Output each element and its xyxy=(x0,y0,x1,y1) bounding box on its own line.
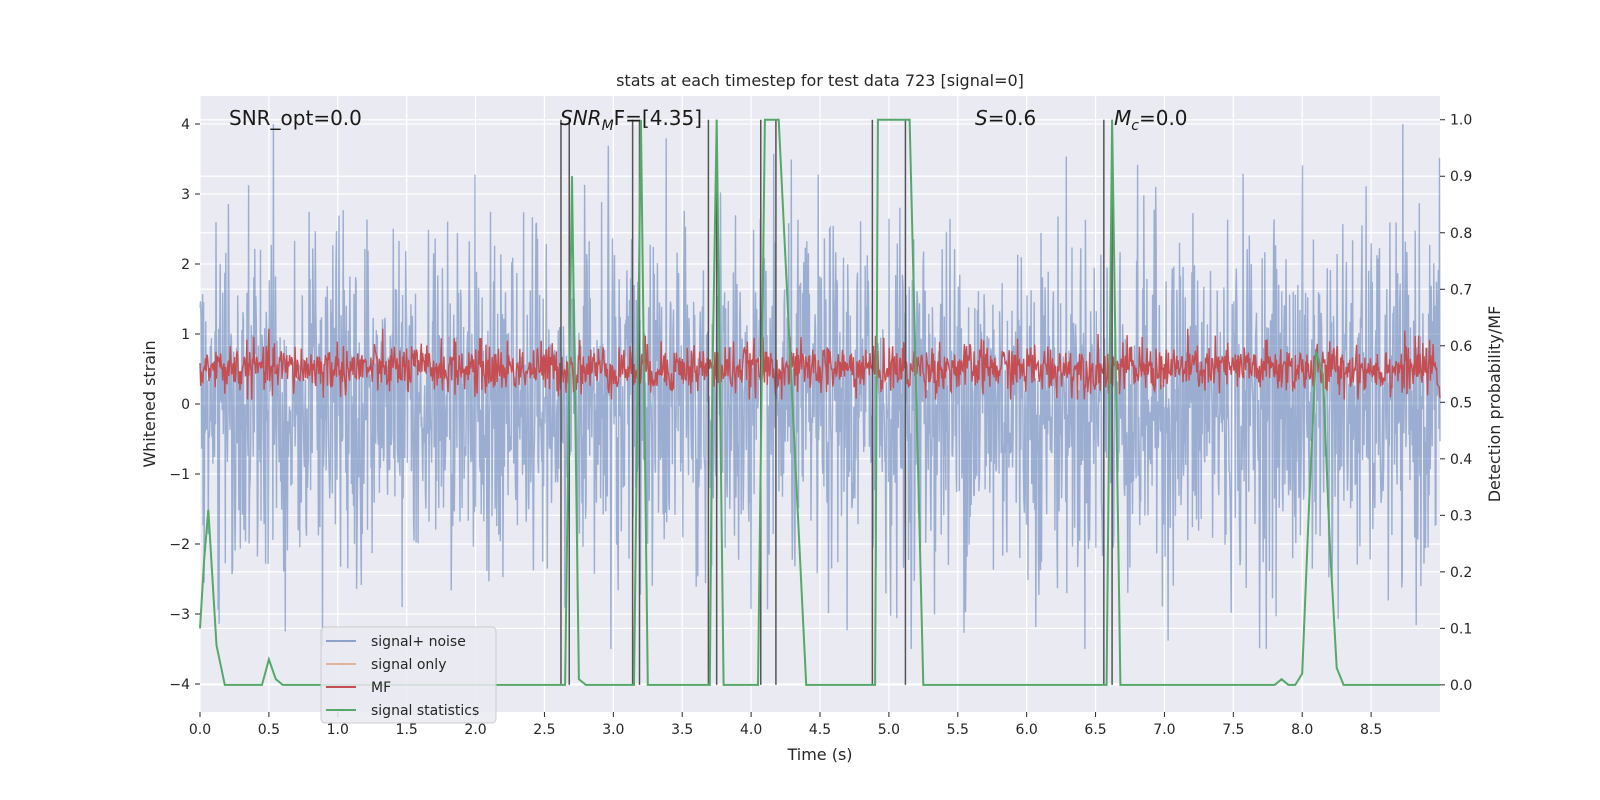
legend-label: signal statistics xyxy=(371,703,479,719)
legend-label: signal only xyxy=(371,657,446,673)
mf-layer xyxy=(199,328,1441,400)
x-tick-label: 0.0 xyxy=(189,722,211,738)
y2-tick-label: 0.6 xyxy=(1450,339,1472,355)
annotation-symbol: S xyxy=(975,106,988,130)
x-tick-label: 4.0 xyxy=(740,722,762,738)
y-tick-label: −1 xyxy=(169,467,190,483)
legend: signal+ noise signal only MF signal statist… xyxy=(320,626,497,724)
y2-tick-label: 0.4 xyxy=(1450,452,1472,468)
ticks-layer: 0.0 0.5 1.0 1.5 2.0 2.5 3.0 3.5 4.0 4.5 5.0 5.5 6.0 6… xyxy=(169,113,1472,738)
y-tick-label: −4 xyxy=(169,677,190,693)
y2-tick-label: 0.1 xyxy=(1450,621,1472,637)
y2-tick-label: 1.0 xyxy=(1450,113,1472,129)
x-tick-label: 1.5 xyxy=(396,722,418,738)
y-tick-label: −2 xyxy=(169,537,190,553)
x-tick-label: 3.5 xyxy=(671,722,693,738)
y2-tick-label: 0.7 xyxy=(1450,282,1472,298)
y2-tick-label: 0.0 xyxy=(1450,678,1472,694)
x-tick-label: 6.0 xyxy=(1016,722,1038,738)
y2-axis-label: Detection probability/MF xyxy=(1485,306,1504,503)
x-tick-label: 4.5 xyxy=(809,722,831,738)
chart-title: stats at each timestep for test data 723… xyxy=(616,71,1024,90)
x-tick-label: 7.5 xyxy=(1222,722,1244,738)
y-tick-label: −3 xyxy=(169,607,190,623)
y2-tick-label: 0.2 xyxy=(1450,565,1472,581)
annotation-symbol: SNR xyxy=(560,106,602,130)
x-tick-label: 2.5 xyxy=(533,722,555,738)
y-tick-label: 0 xyxy=(181,397,190,413)
x-tick-label: 3.0 xyxy=(602,722,624,738)
legend-box xyxy=(320,626,497,724)
x-tick-label: 8.0 xyxy=(1291,722,1313,738)
y2-tick-label: 0.5 xyxy=(1450,395,1472,411)
y2-tick-label: 0.9 xyxy=(1450,169,1472,185)
x-tick-label: 5.0 xyxy=(878,722,900,738)
y2-tick-label: 0.3 xyxy=(1450,508,1472,524)
annotation-value: F=[4.35] xyxy=(614,106,702,130)
x-tick-label: 6.5 xyxy=(1084,722,1106,738)
x-tick-label: 5.5 xyxy=(947,722,969,738)
y-tick-label: 4 xyxy=(181,117,190,133)
series-signal-statistics-line xyxy=(199,118,1440,686)
annotation-1: SNR_opt=0.0 xyxy=(229,106,362,130)
x-tick-label: 2.0 xyxy=(464,722,486,738)
annotation-3: S=0.6 xyxy=(975,106,1036,130)
x-tick-label: 1.0 xyxy=(327,722,349,738)
annotation-4: Mc=0.0 xyxy=(1114,106,1188,134)
legend-label: MF xyxy=(371,680,391,696)
x-tick-label: 0.5 xyxy=(258,722,280,738)
series-mf-line xyxy=(199,328,1441,400)
annotation-value: =0.0 xyxy=(1139,106,1188,130)
stats-layer xyxy=(199,118,1440,686)
y-axis-label: Whitened strain xyxy=(140,340,159,467)
annotation-2: SNRMF=[4.35] xyxy=(560,106,702,134)
series-signal-noise-line xyxy=(199,123,1441,650)
noise-layer xyxy=(199,123,1441,650)
y2-tick-label: 0.8 xyxy=(1450,226,1472,242)
annotation-subscript: M xyxy=(602,118,614,134)
annotation-value: =0.6 xyxy=(988,106,1037,130)
annotation-layer: SNR_opt=0.0 SNRMF=[4.35] S=0.6 Mc=0.0 xyxy=(229,106,1188,134)
x-tick-label: 8.5 xyxy=(1360,722,1382,738)
annotation-symbol: M xyxy=(1114,106,1131,130)
x-tick-label: 7.0 xyxy=(1153,722,1175,738)
y-tick-label: 2 xyxy=(181,257,190,273)
x-axis-label: Time (s) xyxy=(786,745,852,764)
y-tick-label: 3 xyxy=(181,187,190,203)
legend-label: signal+ noise xyxy=(371,634,466,650)
y-tick-label: 1 xyxy=(181,327,190,343)
annotation-subscript: c xyxy=(1131,118,1139,134)
